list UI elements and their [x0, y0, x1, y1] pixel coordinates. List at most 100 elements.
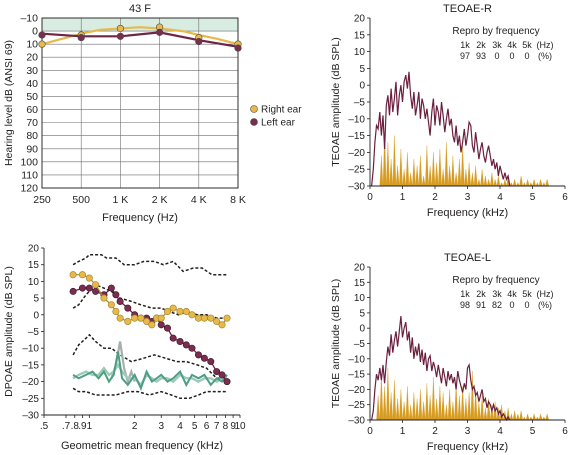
- audiogram-y-tick-label: 50: [26, 91, 38, 103]
- teoae-r-x-tick-label: 3: [465, 192, 471, 203]
- left-ear-curve: [41, 31, 239, 48]
- dpoae-normative-lower-line: [72, 333, 227, 380]
- teoae-r-y-tick-label: 5: [359, 64, 365, 75]
- legend-left-ear-marker: [250, 118, 258, 126]
- teoae-l-repro-value: 0: [524, 300, 529, 310]
- dpoae-right-ear-marker: [157, 314, 165, 322]
- teoae-l-repro-freq-label: 1k: [460, 289, 470, 299]
- dpoae-right-ear-marker: [137, 314, 145, 322]
- dpoae-left-ear-marker: [194, 351, 202, 359]
- dpoae-left-ear-marker: [124, 304, 132, 312]
- dpoae-left-ear-marker: [116, 297, 124, 305]
- dpoae-x-tick-label: 10: [234, 421, 246, 432]
- dpoae-y-tick-label: –15: [22, 360, 39, 371]
- legend-left-ear-label: Left ear: [261, 118, 296, 129]
- left-ear-marker: [38, 31, 46, 39]
- teoae-l-repro-freq-label: (Hz): [537, 289, 554, 299]
- dpoae-left-ear-marker: [112, 291, 120, 299]
- dpoae-right-ear-marker: [188, 311, 196, 319]
- dpoae-left-ear-marker: [176, 338, 184, 346]
- dpoae-x-tick-label: 5: [192, 421, 198, 432]
- dpoae-right-ear-marker: [218, 321, 226, 329]
- dpoae-noise-teal-line: [72, 351, 228, 391]
- dpoae-left-ear-marker: [223, 378, 231, 386]
- teoae-l-x-tick-label: 3: [465, 426, 471, 437]
- dpoae-right-ear-marker: [148, 321, 156, 329]
- teoae-l-y-axis-label: TEOAE amplitude (dB SPL): [330, 279, 342, 409]
- legend-right-ear-label: Right ear: [261, 105, 302, 116]
- teoae-l-x-tick-label: 6: [562, 426, 568, 437]
- dpoae-right-ear-marker: [223, 314, 231, 322]
- dpoae-y-tick-label: –30: [22, 411, 39, 422]
- teoae-l-repro-freq-label: 5k: [522, 289, 532, 299]
- teoae-r-repro-value: 0: [509, 51, 514, 61]
- dpoae-left-ear-marker: [207, 358, 215, 366]
- teoae-l-x-tick-label: 4: [497, 426, 503, 437]
- left-ear-marker: [77, 34, 85, 42]
- teoae-r-repro-value: 97: [460, 51, 470, 61]
- dpoae-y-tick-label: –10: [22, 344, 39, 355]
- teoae-r-repro-header: Repro by frequency: [452, 26, 539, 37]
- audiogram-y-tick-label: 70: [26, 117, 38, 129]
- teoae-l-title: TEOAE-L: [444, 252, 491, 264]
- teoae-r-repro-value: 0: [494, 51, 499, 61]
- dpoae-left-ear-marker: [85, 284, 93, 292]
- teoae-r-repro-freq-label: 2k: [476, 40, 486, 50]
- teoae-l-y-tick-label: 10: [354, 293, 366, 304]
- teoae-l-y-tick-label: 0: [359, 324, 365, 335]
- teoae-l-y-tick-label: –5: [354, 339, 366, 350]
- teoae-r-y-tick-label: –25: [348, 165, 365, 176]
- dpoae-left-ear-marker: [69, 287, 77, 295]
- dpoae-y-tick-label: 10: [28, 277, 40, 288]
- dpoae-right-ear-marker: [78, 271, 87, 279]
- left-ear-marker: [116, 32, 124, 40]
- teoae-l-x-axis-label: Frequency (kHz): [427, 441, 508, 453]
- teoae-l-repro-value: 98: [460, 300, 470, 310]
- dpoae-noise-floor-lower-line: [72, 387, 227, 400]
- dpoae-right-ear-marker: [213, 317, 221, 326]
- teoae-r-x-tick-label: 5: [530, 192, 536, 203]
- dpoae-right-ear-marker: [194, 314, 203, 322]
- audiogram-y-tick-label: 90: [26, 143, 38, 155]
- audiogram-y-tick-label: 30: [26, 65, 38, 77]
- dpoae-right-ear-marker: [100, 294, 108, 302]
- teoae-l-y-tick-label: –10: [348, 354, 365, 365]
- dpoae-left-ear-marker: [169, 334, 177, 342]
- audiogram-y-tick-label: –10: [20, 13, 38, 25]
- audiogram-title: 43 F: [129, 3, 151, 15]
- audiogram-x-tick-label: 2 K: [152, 194, 168, 206]
- dpoae-left-ear-marker: [157, 321, 165, 329]
- teoae-r-y-tick-label: 20: [354, 14, 366, 25]
- teoae-l-y-tick-label: 20: [354, 263, 366, 274]
- dpoae-y-tick-label: –5: [28, 327, 40, 338]
- teoae-r-chart: –30 –25 –20 –15 –10 –5 0 5 10 15 20 0 1 2 3 4 5 6 TEOAE-R F…: [330, 3, 568, 219]
- audiogram-y-tick-label: 20: [26, 52, 38, 64]
- teoae-r-y-tick-label: 10: [354, 47, 366, 58]
- teoae-r-y-tick-label: –5: [354, 98, 366, 109]
- teoae-l-repro-header: Repro by frequency: [452, 275, 539, 286]
- teoae-l-y-tick-label: –20: [348, 385, 365, 396]
- dpoae-right-ear-marker: [112, 307, 120, 316]
- dpoae-right-ear-marker: [182, 307, 190, 316]
- dpoae-y-tick-label: –25: [22, 394, 39, 405]
- teoae-r-repro-freq-label: 5k: [522, 40, 532, 50]
- teoae-r-y-tick-label: –20: [348, 148, 365, 159]
- audiogram-x-tick-label: 4 K: [191, 194, 207, 206]
- right-ear-marker: [38, 40, 46, 48]
- teoae-l-repro-value: (%): [538, 300, 552, 310]
- audiogram-y-tick-label: 0: [32, 26, 38, 38]
- dpoae-left-ear-marker: [78, 284, 86, 292]
- dpoae-right-ear-marker: [143, 317, 151, 326]
- teoae-r-response-line: [371, 71, 511, 187]
- dpoae-right-ear-marker: [131, 314, 139, 322]
- right-ear-curve: [41, 26, 239, 46]
- dpoae-x-tick-label: 3: [158, 421, 164, 432]
- teoae-r-y-tick-label: 15: [354, 30, 366, 41]
- dpoae-y-tick-label: 0: [33, 310, 39, 321]
- audiogram-x-tick-label: 500: [72, 194, 90, 206]
- teoae-r-title: TEOAE-R: [443, 3, 492, 15]
- dpoae-normative-upper-line: [72, 253, 227, 276]
- dpoae-x-tick-label: .7: [62, 421, 71, 432]
- teoae-r-y-tick-label: 0: [359, 81, 365, 92]
